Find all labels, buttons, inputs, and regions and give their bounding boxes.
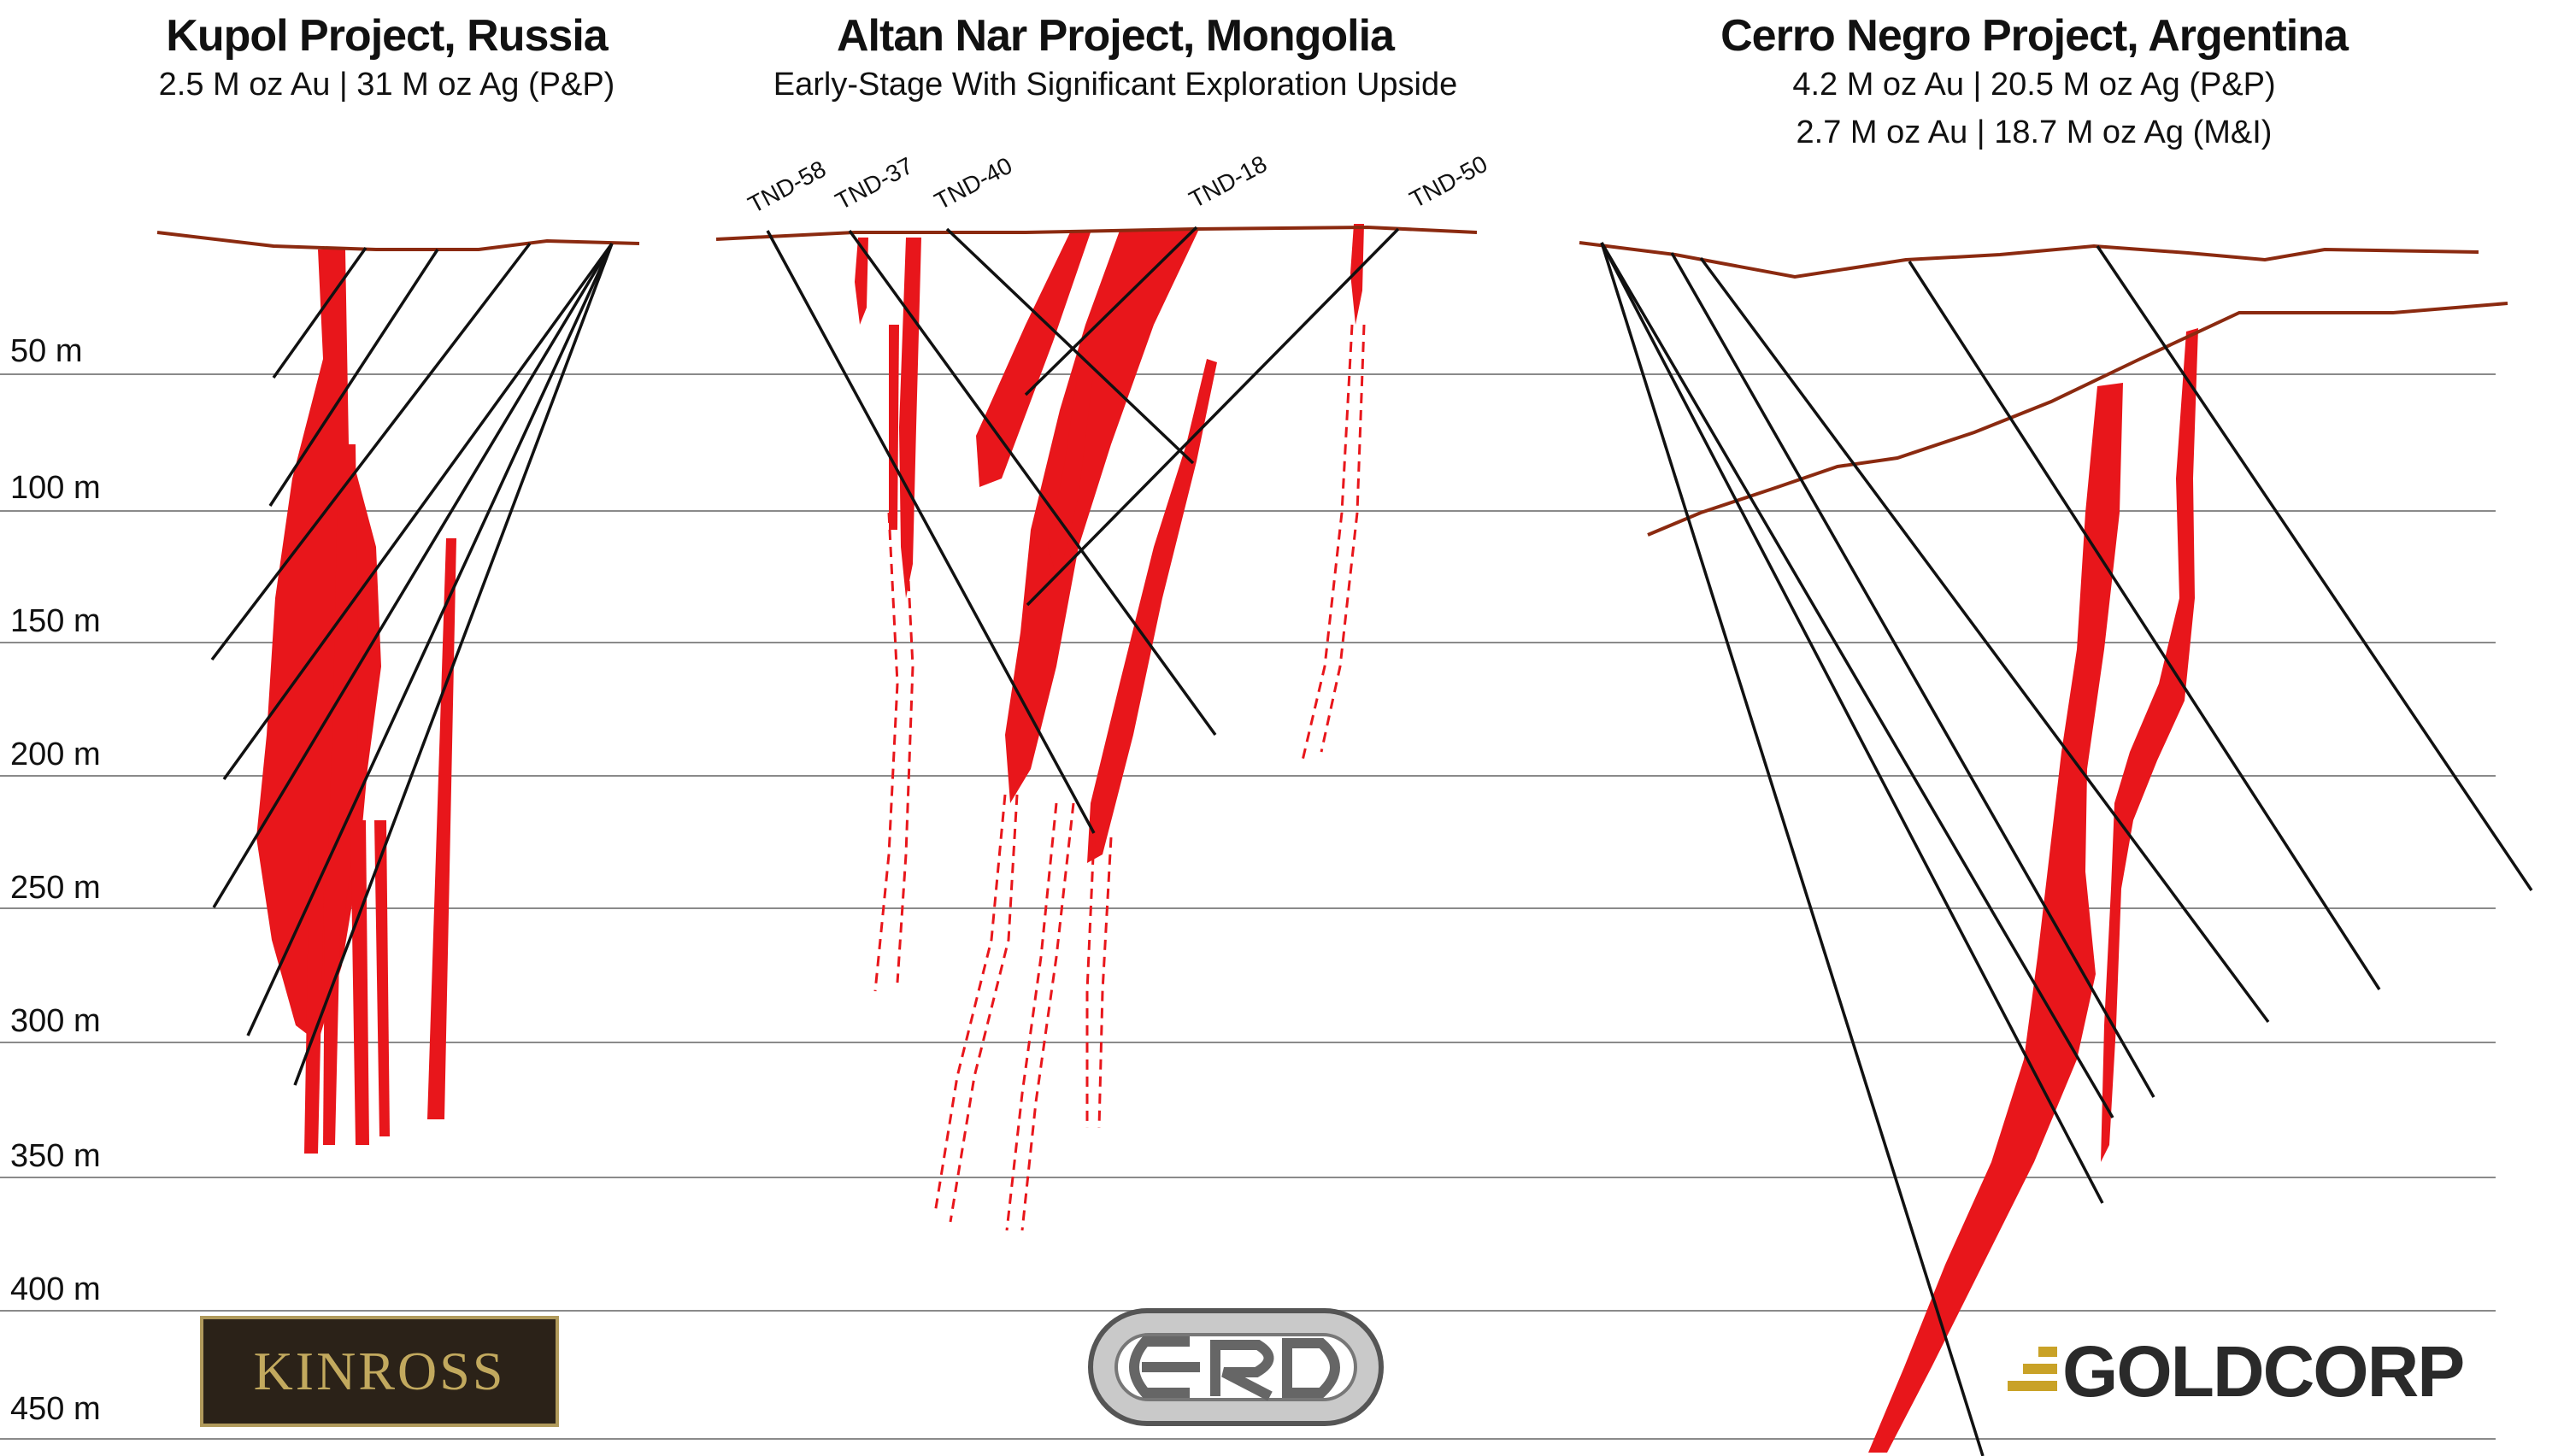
kupol-vein-7 (427, 538, 456, 1119)
kupol-drill-7 (293, 243, 614, 1086)
kupol-vein-4 (323, 923, 340, 1145)
cerro-negro-fault (1647, 302, 2508, 537)
cerro-drill-1 (1600, 242, 1985, 1456)
altan-dash-8 (1097, 837, 1113, 1129)
altan-dash-7 (1085, 837, 1096, 1128)
kupol-drill-6 (246, 243, 614, 1036)
cerro-drill-7 (2096, 245, 2533, 891)
kupol-drill-2 (268, 249, 439, 507)
depth-label-150: 150 m (10, 603, 101, 639)
kinross-logo-text: KINROSS (253, 1341, 506, 1401)
depth-grid (0, 373, 2496, 1440)
depth-label-100: 100 m (10, 470, 101, 506)
kupol-drill-3 (210, 242, 532, 661)
altan-vein-3 (889, 325, 899, 530)
altan-dash-6 (1020, 802, 1075, 1231)
depth-label-300: 300 m (10, 1003, 101, 1039)
altan-dash-4 (949, 794, 1019, 1223)
drill-tnd-40 (945, 227, 1195, 465)
cerro-negro-section (1579, 241, 2533, 1456)
cerro-vein-main (1868, 383, 2123, 1453)
kupol-drill-5 (212, 243, 614, 908)
drill-tnd-50 (1026, 227, 1400, 607)
depth-label-400: 400 m (10, 1271, 101, 1307)
altan-nar-drill-holes (766, 226, 1400, 834)
kupol-drill-4 (222, 242, 614, 781)
cerro-negro-surface (1579, 241, 2479, 279)
cerro-drill-2 (1600, 242, 2104, 1204)
goldcorp-bars-icon (2004, 1342, 2057, 1401)
altan-nar-section: TND-58 TND-37 TND-40 TND-18 TND-50 (715, 150, 1491, 1231)
drill-tnd-18 (1024, 226, 1198, 396)
kupol-vein-3 (304, 854, 325, 1154)
altan-dash-5 (1005, 802, 1058, 1231)
cerro-drill-3 (1600, 242, 2114, 1118)
kupol-vein-6 (374, 820, 390, 1136)
kupol-vein-2 (316, 444, 359, 991)
kupol-drill-1 (272, 246, 368, 379)
drill-label-tnd-50: TND-50 (1405, 150, 1491, 213)
kupol-title: Kupol Project, Russia (166, 11, 608, 61)
goldcorp-logo-text: GOLDCORP (2062, 1330, 2465, 1412)
drill-label-tnd-18: TND-18 (1185, 150, 1271, 213)
kinross-logo: KINROSS (200, 1316, 559, 1427)
altan-vein-7 (1087, 359, 1217, 863)
altan-vein-8 (1350, 224, 1364, 325)
altan-nar-veins (855, 224, 1364, 863)
cerro-negro-subtitle-1: 4.2 M oz Au | 20.5 M oz Ag (P&P) (1792, 67, 2276, 103)
altan-nar-subtitle: Early-Stage With Significant Exploration… (773, 67, 1458, 103)
kupol-surface (156, 231, 640, 251)
drill-label-tnd-40: TND-40 (930, 152, 1016, 214)
drill-label-tnd-58: TND-58 (744, 156, 830, 218)
depth-label-200: 200 m (10, 737, 101, 772)
altan-vein-1 (855, 238, 868, 325)
altan-nar-title: Altan Nar Project, Mongolia (837, 11, 1395, 61)
cerro-negro-drill-holes (1600, 242, 2533, 1456)
drill-labels: TND-58 TND-37 TND-40 TND-18 TND-50 (744, 150, 1491, 218)
altan-vein-4 (976, 232, 1091, 487)
altan-dash-3 (933, 794, 1007, 1214)
altan-dash-2 (896, 529, 914, 983)
depth-label-350: 350 m (10, 1138, 101, 1174)
depth-label-250: 250 m (10, 870, 101, 906)
drill-tnd-37 (848, 229, 1217, 737)
cerro-negro-subtitle-2: 2.7 M oz Au | 18.7 M oz Ag (M&I) (1796, 114, 2273, 150)
altan-dash-1 (873, 512, 899, 992)
kupol-vein-5 (350, 820, 369, 1145)
depth-label-50: 50 m (10, 333, 83, 369)
erd-logo-r (1210, 1340, 1274, 1401)
goldcorp-logo: GOLDCORP (2004, 1330, 2465, 1412)
cerro-drill-5 (1699, 256, 2270, 1024)
altan-vein-5 (1005, 231, 1198, 803)
altan-nar-surface (715, 225, 1478, 241)
cerro-vein-2 (2101, 328, 2198, 1162)
altan-vein-6 (1048, 367, 1094, 581)
altan-vein-2 (899, 238, 921, 598)
kupol-drill-holes (210, 242, 614, 1086)
erd-logo (1088, 1308, 1384, 1426)
kupol-subtitle: 2.5 M oz Au | 31 M oz Ag (P&P) (158, 67, 615, 103)
erd-logo-e (1129, 1336, 1200, 1398)
depth-label-450: 450 m (10, 1391, 101, 1427)
altan-dash-9 (1301, 324, 1354, 761)
cerro-negro-title: Cerro Negro Project, Argentina (1720, 11, 2349, 61)
altan-dash-10 (1320, 324, 1366, 753)
drill-tnd-58 (766, 230, 1096, 834)
altan-nar-projected-veins (873, 324, 1366, 1231)
cerro-drill-6 (1908, 261, 2381, 990)
cerro-drill-4 (1670, 252, 2155, 1098)
cerro-negro-veins (1868, 328, 2198, 1453)
kupol-section (156, 231, 640, 1154)
drill-label-tnd-37: TND-37 (831, 152, 917, 214)
kupol-veins (256, 250, 456, 1154)
erd-logo-d (1282, 1338, 1340, 1398)
